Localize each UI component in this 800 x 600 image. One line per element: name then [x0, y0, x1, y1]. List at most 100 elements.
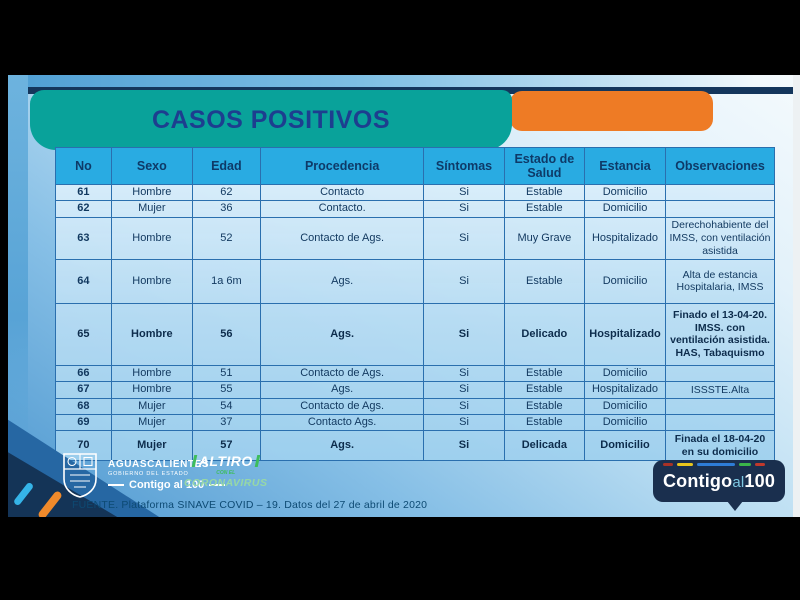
cell-sintomas: Si	[423, 430, 505, 462]
cell-sintomas: Si	[423, 258, 505, 304]
cell-sexo: Mujer	[110, 200, 193, 218]
cell-procedencia: Ags.	[259, 430, 425, 462]
cell-sexo: Hombre	[110, 216, 193, 260]
cell-estado: Delicado	[503, 302, 586, 366]
gov-logo-rule-right	[209, 484, 226, 486]
table-row-69: 69 Mujer 37 Contacto Ags. Si Estable Domicilio	[55, 414, 775, 432]
cell-sintomas: Si	[423, 216, 505, 260]
left-accent-band	[8, 75, 28, 517]
cell-estado: Estable	[503, 200, 586, 218]
column-header-estado: Estado de Salud	[503, 147, 586, 185]
cell-procedencia: Contacto	[259, 183, 425, 202]
gov-logo-rule-left	[108, 484, 124, 486]
title-orange-plate	[510, 91, 713, 131]
altiro-tick-right	[254, 455, 261, 467]
cell-estancia: Domicilio	[583, 200, 667, 218]
cell-estado: Delicada	[503, 430, 586, 462]
cell-sexo: Mujer	[110, 414, 193, 432]
table-row-61: 61 Hombre 62 Contacto Si Estable Domicilio	[55, 183, 775, 202]
table-row-66: 66 Hombre 51 Contacto de Ags. Si Estable Domic…	[55, 364, 775, 383]
cell-sexo: Hombre	[110, 258, 193, 304]
gov-logo-line1: AGUASCALIENTES	[108, 459, 210, 470]
cell-sexo: Hombre	[110, 183, 193, 202]
cell-no: 63	[55, 216, 112, 260]
cell-edad: 55	[191, 381, 261, 399]
column-header-no: No	[55, 147, 112, 185]
gov-logo-line3: Contigo al 100	[129, 479, 205, 491]
cell-observaciones: Alta de estancia Hospitalaria, IMSS	[665, 258, 775, 304]
coat-of-arms-icon	[63, 453, 97, 498]
cell-estancia: Hospitalizado	[583, 216, 667, 260]
cell-edad: 62	[191, 183, 261, 202]
cell-estado: Estable	[503, 183, 586, 202]
cell-no: 67	[55, 381, 112, 399]
cell-observaciones: Finada el 18-04-20 en su domicilio	[665, 430, 775, 462]
cell-observaciones	[665, 414, 775, 432]
gov-logo-line2: GOBIERNO DEL ESTADO	[108, 471, 189, 477]
cell-no: 65	[55, 302, 112, 366]
cell-no: 68	[55, 397, 112, 416]
source-note: FUENTE. Plataforma SINAVE COVID – 19. Da…	[72, 499, 428, 511]
cell-observaciones: ISSSTE.Alta	[665, 381, 775, 399]
cell-sintomas: Si	[423, 183, 505, 202]
cell-sintomas: Si	[423, 397, 505, 416]
table-row-65: 65 Hombre 56 Ags. Si Delicado Hospitalizado Fin…	[55, 302, 775, 366]
cell-procedencia: Contacto de Ags.	[259, 397, 425, 416]
cell-no: 62	[55, 200, 112, 218]
cell-estado: Estable	[503, 258, 586, 304]
cell-edad: 1a 6m	[191, 258, 261, 304]
title-teal-plate: CASOS POSITIVOS	[30, 90, 512, 150]
cell-edad: 52	[191, 216, 261, 260]
cases-table: No Sexo Edad Procedencia Síntomas Estado de S…	[55, 147, 775, 462]
column-header-observaciones: Observaciones	[665, 147, 775, 185]
badge-text-al: al	[732, 474, 745, 491]
cell-sexo: Hombre	[110, 381, 193, 399]
cell-estancia: Domicilio	[583, 414, 667, 432]
contigo-badge: Contigoal100	[653, 460, 785, 511]
cell-estancia: Domicilio	[583, 258, 667, 304]
cell-sexo: Hombre	[110, 364, 193, 383]
table-row-68: 68 Mujer 54 Contacto de Ags. Si Estable Domici…	[55, 397, 775, 416]
column-header-sintomas: Síntomas	[423, 147, 505, 185]
cell-procedencia: Ags.	[259, 302, 425, 366]
badge-text-100: 100	[744, 471, 776, 491]
cell-sexo: Mujer	[110, 397, 193, 416]
cell-sexo: Hombre	[110, 302, 193, 366]
table-row-64: 64 Hombre 1a 6m Ags. Si Estable Domicilio Alta …	[55, 258, 775, 304]
cell-estancia: Domicilio	[583, 430, 667, 462]
table-row-63: 63 Hombre 52 Contacto de Ags. Si Muy Grave Hos…	[55, 216, 775, 260]
government-logo: AGUASCALIENTES GOBIERNO DEL ESTADO Conti…	[60, 451, 226, 499]
cell-observaciones: Finado el 13-04-20. IMSS. con ventilació…	[665, 302, 775, 366]
cell-estancia: Domicilio	[583, 397, 667, 416]
cell-sintomas: Si	[423, 364, 505, 383]
cell-observaciones	[665, 183, 775, 202]
badge-tail	[727, 501, 743, 511]
cell-procedencia: Contacto Ags.	[259, 414, 425, 432]
cell-edad: 36	[191, 200, 261, 218]
cell-no: 64	[55, 258, 112, 304]
cases-table-wrap: No Sexo Edad Procedencia Síntomas Estado de S…	[55, 147, 775, 462]
altiro-tick-left	[191, 455, 197, 467]
cell-estado: Muy Grave	[503, 216, 586, 260]
cell-procedencia: Contacto de Ags.	[259, 364, 425, 383]
badge-text-contigo: Contigo	[662, 471, 733, 491]
cell-no: 69	[55, 414, 112, 432]
cell-procedencia: Contacto.	[259, 200, 425, 218]
cell-sintomas: Si	[423, 414, 505, 432]
cell-observaciones	[665, 397, 775, 416]
column-header-procedencia: Procedencia	[259, 147, 425, 185]
cell-no: 66	[55, 364, 112, 383]
cell-procedencia: Contacto de Ags.	[259, 216, 425, 260]
column-header-estancia: Estancia	[583, 147, 667, 185]
cell-edad: 51	[191, 364, 261, 383]
cell-estancia: Domicilio	[583, 364, 667, 383]
cell-edad: 37	[191, 414, 261, 432]
altiro-line3: CORONAVIRUS	[184, 477, 268, 489]
cell-observaciones: Derechohabiente del IMSS, con ventilació…	[665, 216, 775, 260]
table-row-67: 67 Hombre 55 Ags. Si Estable Hospitalizado ISSS…	[55, 381, 775, 399]
cell-estancia: Hospitalizado	[583, 381, 667, 399]
badge-dashes	[663, 463, 775, 466]
column-header-edad: Edad	[191, 147, 261, 185]
altiro-logo: ALTIRO CON EL CORONAVIRUS	[184, 453, 267, 489]
cell-estado: Estable	[503, 364, 586, 383]
